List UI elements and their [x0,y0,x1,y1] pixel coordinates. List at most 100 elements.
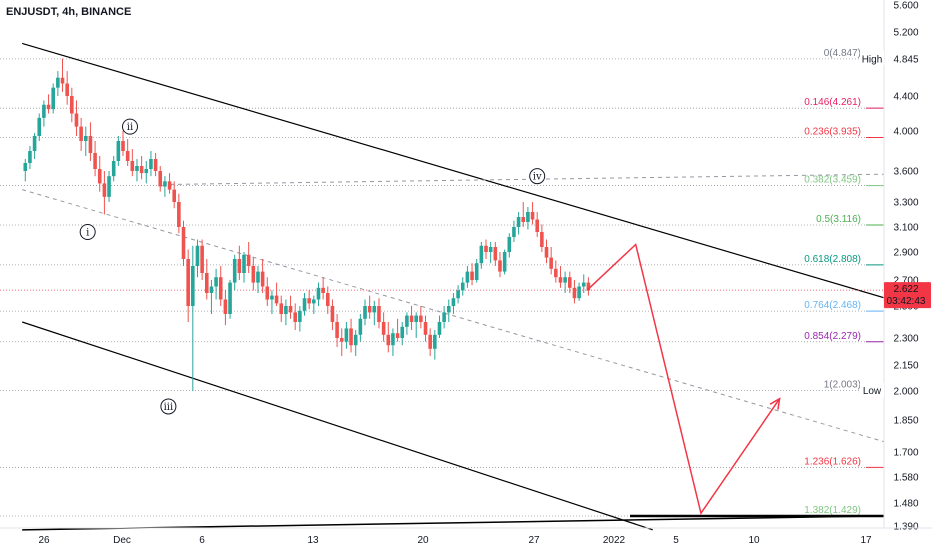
candle-body [419,315,423,322]
candle-body [302,298,307,311]
current-price-badge [884,282,931,309]
candle-body [191,266,195,306]
price-tick-label: 3.600 [893,167,918,178]
candle-body [535,219,540,232]
price-tick-label: 1.390 [893,522,918,533]
price-tick-label: 2.000 [893,387,918,398]
candle-body [498,260,502,272]
candle-body [316,287,321,300]
candle-body [433,334,437,349]
candle-body [279,303,284,314]
candle-body [293,312,298,322]
candle-body [540,232,544,247]
candle-body [530,212,535,220]
candle-body [330,306,335,322]
price-tick-label: 1.850 [893,416,918,427]
time-axis[interactable]: 26 Dec 6 13 20 27 2022 5 10 17 [0,527,932,546]
candle-body [358,318,363,335]
candle-body [526,212,530,222]
candle-body [256,271,260,283]
candle-body [460,282,465,291]
fib-label: 0.382(3.459) [804,175,861,186]
fib-label: 0(4.847) [824,48,861,59]
bar-countdown: 03:42:43 [887,296,926,307]
symbol-title: ENJUSDT, 4h, BINANCE [6,6,132,18]
candle-body [214,277,218,287]
time-tick-label: 13 [307,535,319,546]
wave-circle [529,168,546,185]
candle-body [125,151,130,161]
dashed-line-mid-channel [22,189,891,444]
candle-body [554,268,558,278]
wave-label: i [86,228,89,239]
projection-layer [586,243,781,516]
candle-body [446,306,451,313]
candle-body [42,104,46,118]
candle-body [23,163,28,171]
candle-body [242,254,246,273]
candle-body [218,277,223,300]
candle-body [60,77,65,84]
wave-label: ii [127,122,133,133]
wave-circle [160,398,177,415]
channel-line-upper [21,42,891,301]
candle-body [274,295,279,304]
candle-body [139,166,144,174]
candle-body [567,277,572,288]
candle-body [321,287,325,293]
price-tick-label: 2.900 [893,248,918,259]
candle-body [107,176,111,197]
price-tick-label: 1.480 [893,499,918,510]
candle-body [223,299,228,314]
candle-body [163,181,167,187]
fib-label: 0.236(3.935) [804,127,861,138]
candle-body [470,271,474,280]
candle-body [237,259,242,273]
fib-label: 0.5(3.116) [816,214,861,225]
candle-body [270,295,274,300]
candle-body [232,259,237,283]
fib-layer: 0(4.847) 0.146(4.261) 0.236(3.935) 0.382(3.… [0,48,884,517]
candle-body [135,166,139,171]
price-tick-label: 5.600 [893,1,918,12]
candle-body [451,298,456,306]
candle-body [51,87,56,110]
candle-body [325,293,330,306]
candle-body [386,334,391,346]
candle-body [307,298,311,304]
projection-arrowhead [769,397,781,410]
candle-body [484,245,488,252]
price-axis[interactable]: 5.600 5.200 4.845 4.400 4.000 3.600 3.300 3.100… [883,0,932,550]
candle-body [549,257,553,269]
price-tick-label: 3.100 [893,223,918,234]
candle-body [56,77,60,88]
candle-body [181,227,186,259]
time-tick-label: Dec [113,535,131,546]
price-tick-label: 4.845 [893,55,918,66]
wave-label: iv [533,172,542,183]
candle-body [111,161,116,177]
candle-body [391,333,395,346]
price-tick-label: 4.000 [893,127,918,138]
candle-body [558,277,563,283]
candle-body [186,259,190,306]
candle-body [65,83,69,96]
candle-body [367,306,372,313]
price-tick-label: 2.700 [893,276,918,287]
candle-body [465,271,470,283]
fib-label: 0.146(4.261) [804,97,861,108]
time-tick-label: 17 [860,535,872,546]
wave-label: iii [164,402,174,413]
candle-body [502,252,507,272]
candles-layer [23,58,591,391]
candle-body [260,271,265,287]
time-tick-label: 5 [673,535,679,546]
high-badge-bg [860,50,884,66]
candle-body [177,202,181,227]
candle-body [409,315,414,322]
time-tick-label: 6 [199,535,205,546]
candle-body [37,117,42,136]
